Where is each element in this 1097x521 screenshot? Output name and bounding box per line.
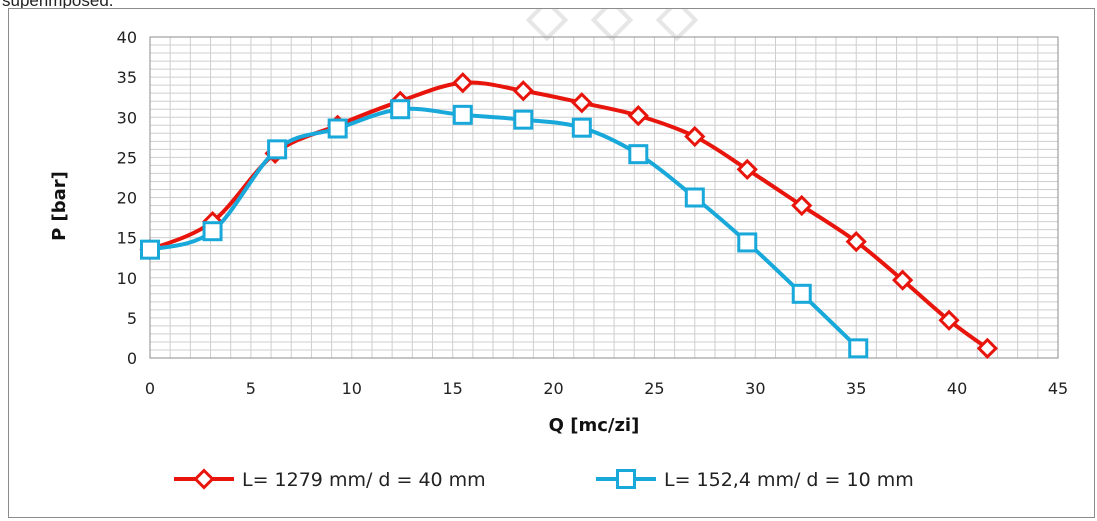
watermark-shape <box>525 0 569 42</box>
diamond-data-point <box>627 105 649 127</box>
y-tick-label: 35 <box>117 68 137 87</box>
line-chart: 0 5 10 15 20 25 30 35 40 0 5 10 15 20 25 30 35 40 45 P [b… <box>49 0 1068 491</box>
diamond-data-point <box>845 231 867 253</box>
square-data-point <box>848 338 869 359</box>
series-1 <box>139 72 998 359</box>
diamond-data-point <box>892 269 914 291</box>
y-tick-label: 30 <box>117 108 137 127</box>
y-tick-label: 5 <box>127 309 137 328</box>
diamond-data-point <box>736 158 758 181</box>
legend-label: L= 1279 mm/ d = 40 mm <box>242 469 486 491</box>
chart-frame: 0 5 10 15 20 25 30 35 40 0 5 10 15 20 25 30 35 40 45 P [b… <box>8 0 1095 518</box>
diamond-data-point <box>976 337 998 359</box>
diamond-data-point <box>938 309 960 331</box>
square-data-point <box>327 118 348 139</box>
x-axis-ticks: 0 5 10 15 20 25 30 35 40 45 <box>145 379 1068 398</box>
x-tick-label: 5 <box>246 379 256 398</box>
y-tick-label: 20 <box>117 189 137 208</box>
square-data-point <box>390 99 411 120</box>
square-data-point <box>513 109 534 130</box>
series-line <box>149 106 860 350</box>
square-data-point <box>140 239 160 260</box>
y-tick-label: 40 <box>117 28 137 47</box>
x-tick-label: 10 <box>342 379 362 398</box>
chart-grid <box>149 36 1059 359</box>
y-tick-label: 25 <box>117 148 137 167</box>
square-data-point <box>452 104 473 125</box>
series-2 <box>140 99 869 359</box>
legend-marker <box>616 469 636 489</box>
watermark-shape <box>590 0 634 42</box>
square-data-point <box>202 221 223 242</box>
series-line <box>149 80 989 350</box>
diamond-data-point <box>571 92 593 114</box>
y-axis-title: P [bar] <box>49 171 70 241</box>
diamond-data-point <box>512 80 534 102</box>
watermark <box>525 0 699 42</box>
x-tick-label: 20 <box>543 379 563 398</box>
square-data-point <box>628 144 649 165</box>
x-tick-label: 0 <box>145 379 155 398</box>
diamond-data-point <box>452 72 474 94</box>
plot-area-border <box>149 36 1059 359</box>
legend-marker <box>193 468 215 490</box>
x-tick-label: 15 <box>442 379 462 398</box>
x-axis-title: Q [mc/zi] <box>549 415 640 436</box>
square-data-point <box>737 232 758 253</box>
chart-legend: L= 1279 mm/ d = 40 mm L= 152,4 mm/ d = 10… <box>174 468 914 491</box>
square-data-point <box>684 187 705 208</box>
square-data-point <box>571 117 592 138</box>
square-data-point <box>791 283 812 304</box>
x-tick-label: 35 <box>846 379 866 398</box>
legend-label: L= 152,4 mm/ d = 10 mm <box>664 469 914 491</box>
top-caption-text: superimposed. <box>2 0 114 10</box>
x-tick-label: 25 <box>644 379 664 398</box>
y-tick-label: 0 <box>127 349 137 368</box>
x-tick-label: 40 <box>947 379 967 398</box>
square-data-point <box>267 139 288 160</box>
watermark-shape <box>655 0 699 42</box>
y-tick-label: 10 <box>117 269 137 288</box>
x-tick-label: 30 <box>745 379 765 398</box>
y-axis-ticks: 0 5 10 15 20 25 30 35 40 <box>117 28 137 368</box>
diamond-data-point <box>791 194 813 217</box>
x-tick-label: 45 <box>1048 379 1068 398</box>
y-tick-label: 15 <box>117 229 137 248</box>
chart-series <box>139 72 998 359</box>
diamond-data-point <box>684 125 706 148</box>
